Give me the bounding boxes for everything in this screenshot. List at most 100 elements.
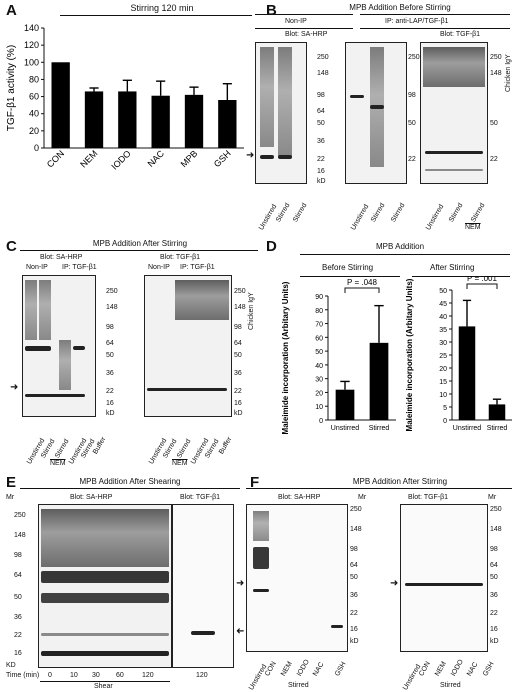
panel-b-lane-2: Stirred xyxy=(275,202,292,224)
panel-e-blot1: Blot: SA-HRP xyxy=(70,494,113,501)
panel-e-mk-64: 64 xyxy=(14,572,22,579)
panel-a-category-label: NAC xyxy=(146,148,167,169)
panel-b-group-ip: IP: anti-LAP/TGF-β1 xyxy=(385,18,449,25)
panel-f-stirred-2: Stirred xyxy=(440,682,461,689)
panel-f-mk-36: 36 xyxy=(350,592,358,599)
panel-c-mk-16: 16 xyxy=(106,400,114,407)
panel-e-shear-rule xyxy=(40,681,170,682)
panel-d-left-ylabel: Maleimide incorporation (Arbitary Units) xyxy=(281,281,290,434)
panel-d-left-ytick-label: 30 xyxy=(315,377,323,384)
panel-d-right-ytick-label: 50 xyxy=(439,288,447,295)
panel-d-left-ytick-label: 50 xyxy=(315,349,323,356)
panel-f-mk2-148: 148 xyxy=(490,526,502,533)
panel-f-blot-tgf xyxy=(400,504,488,652)
panel-f-mk-64: 64 xyxy=(350,562,358,569)
panel-d-left-category-label: Stirred xyxy=(369,425,390,432)
panel-f-letter: F xyxy=(250,474,260,491)
panel-f-mk-kd: kD xyxy=(350,638,359,645)
panel-e-mk-98: 98 xyxy=(14,552,22,559)
panel-d-right-bracket xyxy=(466,283,498,289)
panel-b-lane-7: Unstirred xyxy=(425,203,446,232)
panel-f-lane-5: NAC xyxy=(312,661,326,678)
panel-b-lane-6: Stirred xyxy=(390,202,407,224)
panel-c-mk-kd: kD xyxy=(106,410,115,417)
panel-f-lane-10: IODO xyxy=(450,658,466,678)
panel-c-lane-12: Buffer xyxy=(218,435,234,456)
panel-d-left-ytick-label: 0 xyxy=(319,418,323,425)
panel-a-ytick-label: 20 xyxy=(29,126,39,136)
panel-d-right-bar xyxy=(488,404,506,420)
panel-f-mr-2: Mr xyxy=(488,494,497,501)
panel-d-right-bar xyxy=(458,326,476,420)
panel-d-right-subtitle: After Stirring xyxy=(430,263,475,272)
panel-c-letter: C xyxy=(6,238,17,255)
panel-c-mk2-36: 36 xyxy=(234,370,242,377)
panel-b-blot-ip-tgf xyxy=(420,42,488,184)
panel-f-mk2-98: 98 xyxy=(490,546,498,553)
panel-d-title: MPB Addition xyxy=(375,242,425,251)
panel-b-mk-50: 50 xyxy=(317,120,325,127)
panel-b-lane-5: Stirred xyxy=(370,202,387,224)
panel-f-blot-sahrp xyxy=(246,504,348,652)
panel-c-lane-6: Buffer xyxy=(92,435,108,456)
panel-f-lane-2: CON xyxy=(264,660,278,678)
panel-d-left-ytick-label: 60 xyxy=(315,335,323,342)
panel-a-bar xyxy=(218,100,237,148)
panel-b-mk3-50: 50 xyxy=(490,120,498,127)
panel-b-blot2: Blot: TGF-β1 xyxy=(440,31,481,38)
panel-f-mk-22: 22 xyxy=(350,610,358,617)
panel-d-right-category-label: Unstirred xyxy=(453,425,482,432)
panel-e-mk-kd: KD xyxy=(6,662,16,669)
panel-b-mk2-50: 50 xyxy=(408,120,416,127)
panel-c-rule xyxy=(20,250,258,251)
panel-b-rule-3 xyxy=(255,28,353,29)
panel-f-arrow-icon: ➜ xyxy=(236,578,245,589)
panel-a-category-label: NEM xyxy=(78,148,99,169)
panel-a-category-label: GSH xyxy=(212,148,233,169)
panel-b-lane-9: Stirred xyxy=(470,202,487,224)
panel-c-mk-98: 98 xyxy=(106,324,114,331)
panel-a-bar xyxy=(151,95,170,148)
panel-f-lane-7: Unstirred xyxy=(402,663,423,692)
panel-c-mk2-22: 22 xyxy=(234,388,242,395)
panel-d-left-bracket xyxy=(344,287,380,293)
panel-a-header: Stirring 120 min xyxy=(130,3,194,13)
panel-b-blot-ip-sahrp xyxy=(345,42,407,184)
panel-d-left-ytick-label: 20 xyxy=(315,390,323,397)
panel-f-mk2-50: 50 xyxy=(490,574,498,581)
panel-b-blot1: Blot: SA-HRP xyxy=(285,31,328,38)
panel-b-lane-3: Stirred xyxy=(292,202,309,224)
panel-e-time-label: Time (min) xyxy=(6,672,40,679)
panel-c-mk2-98: 98 xyxy=(234,324,242,331)
panel-d-left-ytick-label: 80 xyxy=(315,308,323,315)
panel-b-mk-kd: kD xyxy=(317,178,326,185)
panel-e-title: MPB Addition After Shearing xyxy=(79,477,181,486)
panel-c-blot2: Blot: TGF-β1 xyxy=(160,254,201,261)
panel-c-nem-2: NEM xyxy=(172,460,188,467)
panel-d-left-ytick-label: 10 xyxy=(315,404,323,411)
panel-c-group-nonip: Non-IP xyxy=(26,264,48,271)
panel-d-left-rule xyxy=(300,276,400,277)
panel-b-mk3-148: 148 xyxy=(490,70,502,77)
panel-f-mk-16: 16 xyxy=(350,626,358,633)
panel-b-blot-nonip xyxy=(255,42,307,184)
panel-e-mr: Mr xyxy=(6,494,15,501)
panel-c-mk2-250: 250 xyxy=(234,288,246,295)
panel-f-lane-3: NEM xyxy=(280,660,294,678)
panel-e-time-4: 60 xyxy=(116,672,124,679)
panel-a-letter: A xyxy=(6,2,17,19)
panel-b-lane-4: Unstirred xyxy=(350,203,371,232)
panel-d-left-bar xyxy=(335,389,355,420)
panel-c-mk-36: 36 xyxy=(106,370,114,377)
panel-a-bar xyxy=(184,94,204,148)
panel-c-mk2-16: 16 xyxy=(234,400,242,407)
panel-c-mk2-64: 64 xyxy=(234,340,242,347)
panel-f-lane-11: NAC xyxy=(466,661,480,678)
panel-d-right-ytick-label: 10 xyxy=(439,392,447,399)
panel-d-right-ytick-label: 5 xyxy=(443,405,447,412)
panel-e-blot-sahrp xyxy=(38,504,172,668)
panel-c-nem: NEM xyxy=(50,460,66,467)
panel-a-ytick-label: 100 xyxy=(24,57,39,67)
panel-b-group-nonip: Non-IP xyxy=(285,18,307,25)
